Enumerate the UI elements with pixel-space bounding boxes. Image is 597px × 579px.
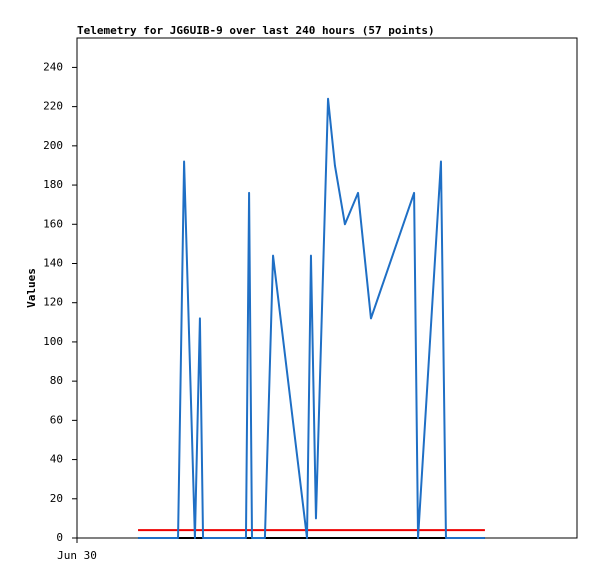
y-tick-label: 40 <box>50 453 63 466</box>
y-tick-label: 160 <box>43 217 63 230</box>
y-tick-label: 100 <box>43 335 63 348</box>
series-line <box>138 97 485 539</box>
y-tick-label: 60 <box>50 413 63 426</box>
y-tick-label: 0 <box>56 531 63 544</box>
y-tick-label: 240 <box>43 60 63 73</box>
y-tick-label: 220 <box>43 100 63 113</box>
y-tick-label: 80 <box>50 374 63 387</box>
y-axis-label: Values <box>25 268 38 308</box>
y-tick-label: 200 <box>43 139 63 152</box>
y-tick-label: 20 <box>50 492 63 505</box>
y-tick-label: 120 <box>43 296 63 309</box>
y-tick-label: 140 <box>43 256 63 269</box>
x-tick-label: Jun 30 <box>57 549 97 562</box>
chart-title: Telemetry for JG6UIB-9 over last 240 hou… <box>77 24 435 37</box>
y-tick-label: 180 <box>43 178 63 191</box>
